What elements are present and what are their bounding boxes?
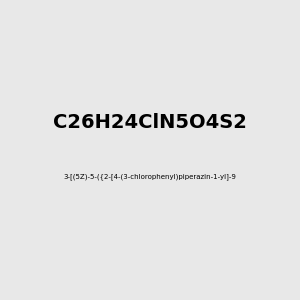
- Text: 3-[(5Z)-5-({2-[4-(3-chlorophenyl)piperazin-1-yl]-9: 3-[(5Z)-5-({2-[4-(3-chlorophenyl)piperaz…: [64, 174, 236, 180]
- Text: C26H24ClN5O4S2: C26H24ClN5O4S2: [53, 113, 247, 133]
